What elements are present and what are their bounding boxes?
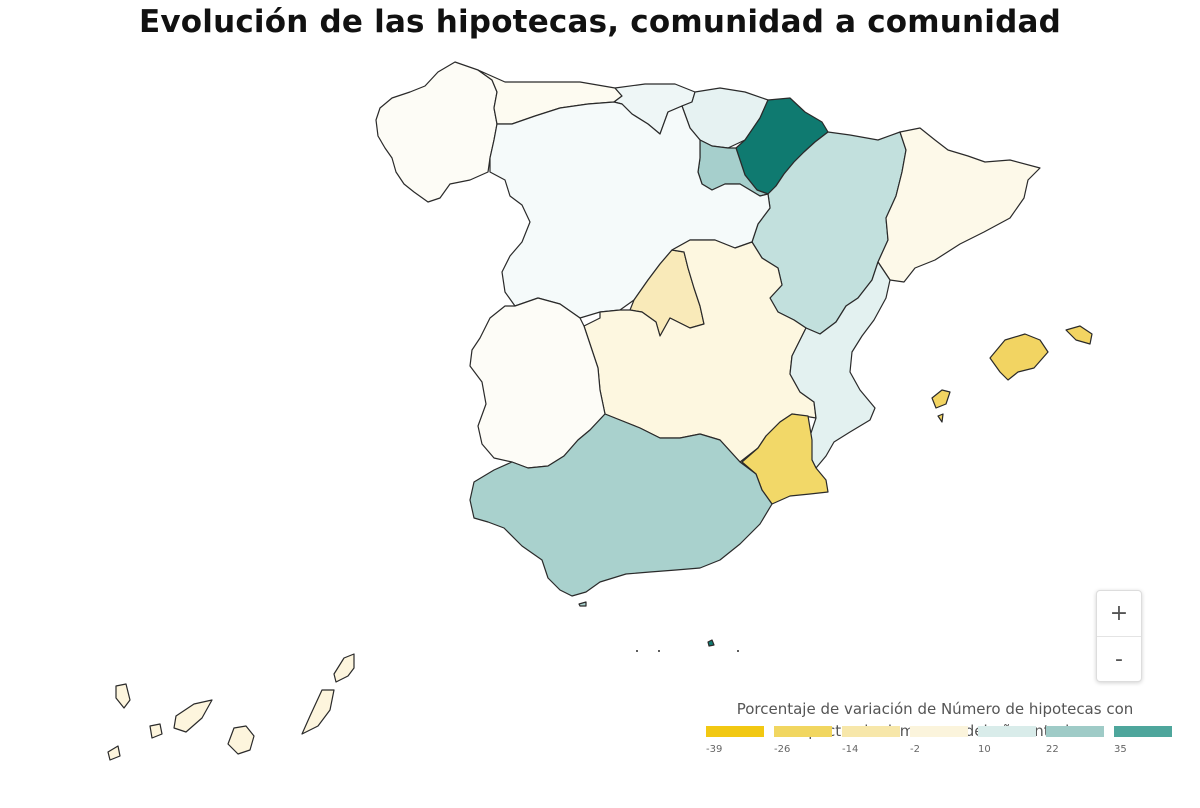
region-cataluna[interactable]: [877, 127, 1041, 283]
region-murcia[interactable]: [741, 413, 829, 505]
legend-tick-label: 35: [1114, 744, 1127, 755]
legend-color-scale: [706, 726, 1172, 737]
region-canarias[interactable]: [107, 653, 355, 761]
legend-swatch: [1046, 726, 1104, 737]
legend-tick-label: -39: [706, 744, 723, 755]
color-legend: Porcentaje de variación de Número de hip…: [700, 698, 1190, 755]
legend-swatch: [978, 726, 1036, 737]
legend-tick-label: 22: [1046, 744, 1059, 755]
legend-swatch: [1114, 726, 1172, 737]
legend-tick-label: -26: [774, 744, 791, 755]
legend-swatch: [910, 726, 968, 737]
legend-tick-label: -14: [842, 744, 859, 755]
region-galicia[interactable]: [375, 61, 498, 203]
zoom-control: + -: [1096, 590, 1142, 682]
ceuta-melilla-islets: [578, 601, 739, 652]
region-valencia[interactable]: [789, 261, 891, 469]
legend-swatch: [706, 726, 764, 737]
legend-swatch: [842, 726, 900, 737]
legend-title-line1: Porcentaje de variación de Número de hip…: [736, 700, 1134, 718]
legend-swatch: [774, 726, 832, 737]
legend-tick-label: -2: [910, 744, 920, 755]
zoom-in-button[interactable]: +: [1097, 591, 1141, 637]
region-baleares[interactable]: [931, 325, 1093, 423]
legend-tick-label: 10: [978, 744, 991, 755]
region-andalucia[interactable]: [469, 413, 773, 597]
map-title: Evolución de las hipotecas, comunidad a …: [138, 4, 1062, 40]
zoom-out-button[interactable]: -: [1115, 647, 1123, 672]
